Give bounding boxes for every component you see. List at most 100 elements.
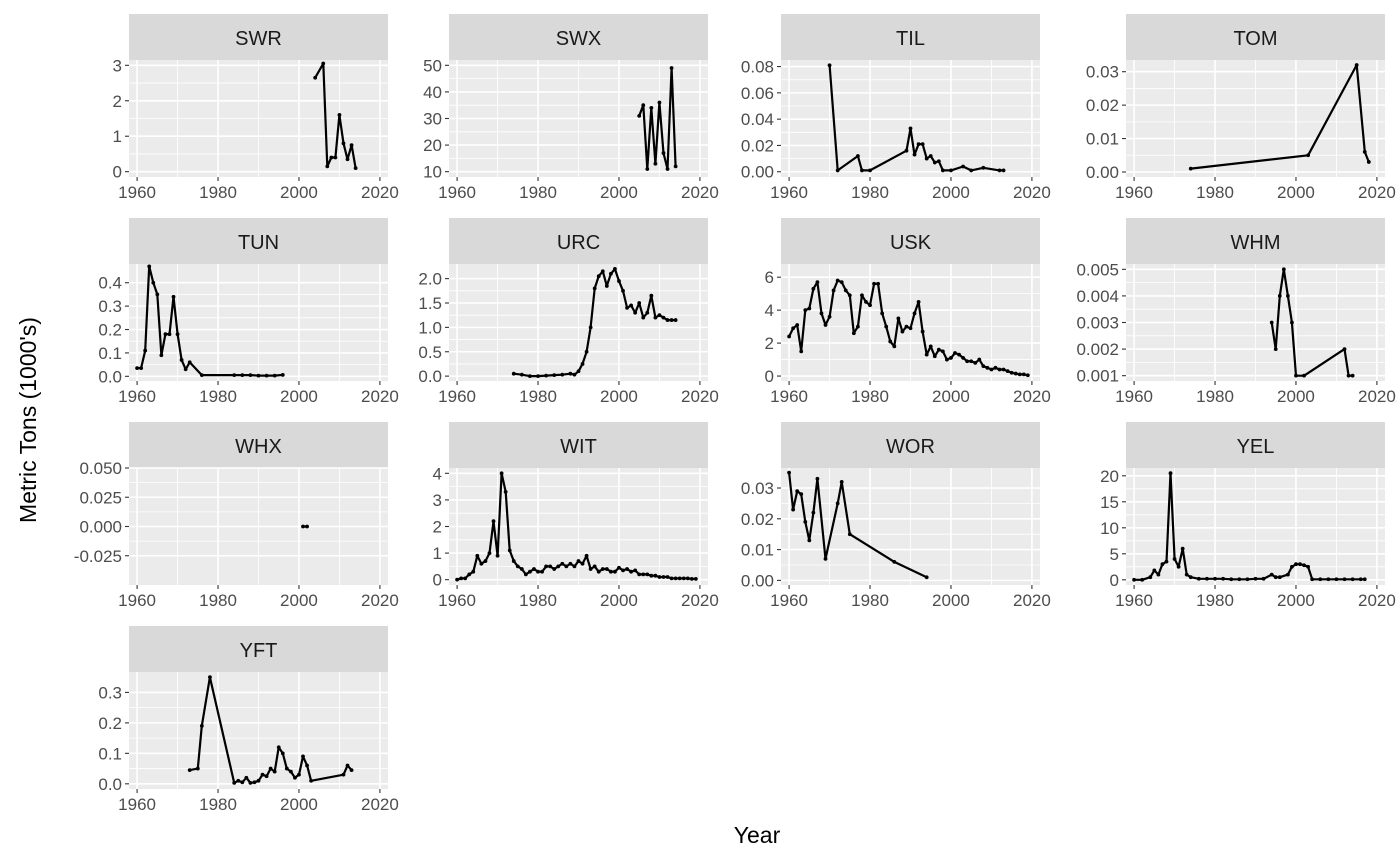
data-point [1269,320,1274,325]
data-point [677,576,682,581]
data-point [621,288,625,293]
data-point [353,166,358,171]
data-point [260,772,265,777]
data-point [940,349,945,354]
data-point [1148,575,1153,580]
data-point [1290,320,1294,325]
y-tick-label: 15 [1100,493,1119,512]
y-tick-label: 5 [1110,545,1119,564]
data-point [868,303,872,308]
data-point [280,373,285,377]
data-point [673,318,678,322]
data-point [171,294,176,299]
data-point [147,264,152,269]
data-point [1176,564,1181,569]
y-tick-label: 0.5 [418,343,442,362]
data-point [997,168,1002,173]
data-point [1350,577,1355,582]
data-point [232,373,237,378]
data-point [617,565,621,570]
x-tick-label: 2000 [600,183,638,202]
x-tick-label: 1960 [118,183,156,202]
data-point [625,305,629,310]
data-point [1184,572,1189,577]
data-point [896,316,901,321]
data-point [823,323,828,327]
data-point [835,278,840,283]
data-point [657,100,662,105]
y-tick-label: 10 [423,163,442,182]
data-point [787,334,791,339]
facet-strip-label: TOM [1233,28,1277,50]
facet-strip [449,218,708,264]
facet-til: TIL 1960 1980 2000 2020 0.00 0.02 0.04 0.06 0.08 [741,14,1051,202]
data-point [463,576,468,581]
data-point [1132,577,1136,582]
x-tick-label: 2000 [932,387,970,406]
data-point [568,561,573,566]
data-point [811,286,816,291]
data-point [1261,576,1266,581]
x-tick-label: 1980 [519,591,557,610]
x-tick-label: 1980 [1196,591,1234,610]
data-point [1366,160,1371,164]
data-point [1362,150,1367,154]
data-point [617,279,621,283]
data-point [592,564,597,569]
data-point [588,325,593,330]
data-point [1196,576,1201,581]
data-point [613,569,617,574]
x-tick-label: 1960 [1115,387,1153,406]
data-point [608,271,613,276]
y-tick-label: 1 [433,544,442,563]
facet-strip-label: USK [890,232,932,254]
data-point [1001,367,1006,372]
data-point [280,751,285,756]
data-point [665,318,670,322]
data-point [653,161,658,166]
data-point [803,308,808,313]
data-point [268,766,273,771]
data-point [1342,347,1347,351]
x-tick-label: 1980 [519,387,557,406]
data-point [244,775,249,780]
data-point [957,352,961,357]
x-tick-label: 2020 [1358,387,1396,406]
data-point [904,148,909,153]
y-tick-label: 30 [423,110,442,129]
x-tick-label: 2020 [681,591,719,610]
data-point [928,154,933,158]
facet-strip-label: WHM [1231,232,1281,254]
data-point [1294,373,1298,378]
x-tick-label: 1980 [1196,387,1234,406]
data-point [924,352,929,357]
data-point [264,373,269,378]
data-point [681,576,686,581]
facet-strip [781,14,1040,60]
x-tick-label: 2000 [280,591,318,610]
data-point [912,152,917,157]
data-point [936,159,941,164]
data-point [965,359,970,364]
data-point [544,564,549,569]
y-tick-label: -0.025 [74,547,122,566]
data-point [1281,267,1286,272]
data-point [523,572,528,577]
y-tick-label: 0.06 [741,84,774,103]
data-point [155,292,160,297]
data-point [641,103,646,108]
data-point [552,567,557,571]
data-point [665,575,670,579]
data-point [1302,373,1306,378]
y-tick-label: 3 [433,491,442,510]
data-point [807,538,812,543]
y-tick-label: 3 [113,56,122,75]
data-point [163,332,168,337]
data-point [572,372,577,377]
data-point [1253,576,1258,581]
data-point [1326,577,1331,582]
data-point [1013,371,1018,376]
data-point [904,324,909,329]
data-point [576,369,581,374]
data-point [349,768,354,773]
